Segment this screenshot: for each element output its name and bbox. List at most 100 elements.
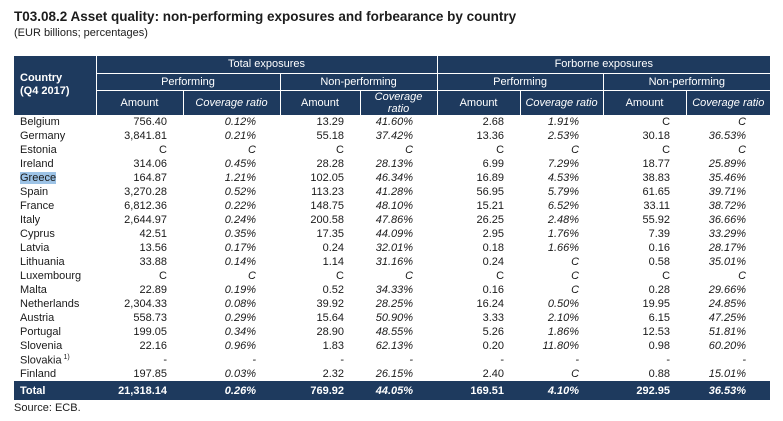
cell-country: Cyprus — [20, 228, 55, 240]
cell-amount: 0.24 — [482, 256, 505, 268]
cell-country: Slovakia 1) — [20, 353, 70, 367]
cell-coverage-ratio: 6.52% — [547, 200, 580, 212]
cell-coverage-ratio: 25.89% — [708, 158, 747, 170]
cell-coverage-ratio: 15.01% — [708, 368, 747, 380]
cell-country: Finland — [20, 368, 57, 380]
table-row: Cyprus 42.51 0.35% 17.35 44.09% 2.95 1.76% 7.39… — [14, 227, 770, 241]
header-col-amount: Amount — [436, 89, 521, 116]
cell-amount: 0.58 — [648, 256, 671, 268]
cell-coverage-ratio: 50.90% — [375, 312, 414, 324]
cell-coverage-ratio: - — [409, 354, 414, 366]
cell-amount: 0.20 — [482, 340, 505, 352]
cell-coverage-ratio: 7.29% — [547, 158, 580, 170]
total-value: 44.05% — [360, 381, 438, 400]
cell-country: Germany — [20, 130, 66, 142]
cell-coverage-ratio: 1.76% — [547, 228, 580, 240]
cell-amount: 197.85 — [133, 368, 167, 380]
cell-coverage-ratio: 4.53% — [547, 172, 580, 184]
cell-amount: 2.32 — [322, 368, 344, 380]
cell-country: Netherlands — [20, 298, 80, 310]
cell-coverage-ratio: 0.21% — [224, 130, 256, 142]
table-row: France 6,812.36 0.22% 148.75 48.10% 15.21 6.52… — [14, 199, 770, 213]
cell-coverage-ratio: 0.96% — [224, 340, 256, 352]
cell-coverage-ratio: 31.16% — [375, 256, 414, 268]
cell-amount: 2.95 — [482, 228, 505, 240]
cell-amount: - — [666, 354, 671, 366]
npl-forbearance-table: Country (Q4 2017) Total exposures Forbor… — [14, 56, 771, 400]
header-col-amount: Amount — [279, 89, 361, 116]
cell-coverage-ratio: 1.86% — [547, 326, 580, 338]
table-row: Spain 3,270.28 0.52% 113.23 41.28% 56.95 5.79%… — [14, 185, 770, 199]
cell-amount: 756.40 — [133, 116, 167, 129]
cell-coverage-ratio: C — [248, 270, 256, 282]
cell-amount: 22.89 — [139, 284, 167, 296]
table-row: Slovakia 1) - - - - - - - - — [14, 353, 770, 367]
cell-amount: 314.06 — [133, 158, 167, 170]
cell-amount: 15.21 — [476, 200, 505, 212]
cell-amount: 15.64 — [316, 312, 344, 324]
table-row: Finland 197.85 0.03% 2.32 26.15% 2.40 C 0.88 15.… — [14, 367, 770, 381]
total-label: Total — [14, 381, 96, 400]
cell-country: Slovenia — [20, 340, 63, 352]
cell-amount: 28.28 — [316, 158, 344, 170]
cell-coverage-ratio: 34.33% — [375, 284, 414, 296]
cell-coverage-ratio: 5.79% — [547, 186, 580, 198]
cell-amount: C — [159, 270, 167, 282]
cell-amount: 16.24 — [476, 298, 505, 310]
table-body: Belgium 756.40 0.12% 13.29 41.60% 2.68 1.91% C C… — [14, 115, 770, 381]
cell-coverage-ratio: 35.01% — [708, 256, 747, 268]
cell-coverage-ratio: 11.80% — [542, 340, 580, 352]
cell-coverage-ratio: 1.21% — [224, 172, 256, 184]
cell-amount: 13.36 — [476, 130, 505, 142]
cell-amount: 113.23 — [311, 186, 344, 198]
cell-amount: 19.95 — [642, 298, 671, 310]
cell-amount: 2,644.97 — [124, 214, 167, 226]
header-country-line1: Country — [20, 72, 63, 85]
cell-coverage-ratio: 0.19% — [224, 284, 256, 296]
cell-coverage-ratio: 0.52% — [224, 186, 256, 198]
cell-amount: 2,304.33 — [124, 298, 167, 310]
cell-amount: 148.75 — [310, 200, 344, 212]
cell-coverage-ratio: 0.35% — [224, 228, 256, 240]
cell-country: Latvia — [20, 242, 50, 254]
cell-coverage-ratio: C — [405, 144, 414, 156]
cell-amount: 0.16 — [648, 242, 671, 254]
cell-amount: 6,812.36 — [124, 200, 167, 212]
cell-amount: 0.98 — [648, 340, 671, 352]
cell-amount: 38.83 — [642, 172, 671, 184]
cell-coverage-ratio: 38.72% — [708, 200, 747, 212]
cell-amount: C — [336, 144, 344, 156]
header-country-line2: (Q4 2017) — [20, 85, 70, 98]
cell-amount: 61.65 — [642, 186, 671, 198]
cell-coverage-ratio: 39.71% — [708, 186, 747, 198]
cell-amount: 558.73 — [133, 312, 167, 324]
cell-coverage-ratio: - — [575, 354, 580, 366]
header-col-coverage-ratio: Coverage ratio — [359, 89, 438, 116]
cell-coverage-ratio: 35.46% — [708, 172, 747, 184]
cell-amount: 0.24 — [322, 242, 344, 254]
cell-amount: 2.68 — [482, 116, 505, 129]
header-col-amount: Amount — [96, 89, 184, 116]
cell-coverage-ratio: - — [252, 354, 256, 366]
cell-amount: 12.53 — [642, 326, 671, 338]
table-row: Belgium 756.40 0.12% 13.29 41.60% 2.68 1.91% C C — [14, 115, 770, 129]
table-row: Lithuania 33.88 0.14% 1.14 31.16% 0.24 C 0.58 35… — [14, 255, 770, 269]
cell-amount: 30.18 — [642, 130, 671, 142]
cell-coverage-ratio: 0.08% — [224, 298, 256, 310]
cell-coverage-ratio: C — [571, 284, 580, 296]
cell-coverage-ratio: C — [571, 144, 580, 156]
cell-coverage-ratio: 0.12% — [224, 116, 256, 129]
cell-coverage-ratio: 28.17% — [708, 242, 747, 254]
cell-coverage-ratio: 0.45% — [224, 158, 256, 170]
cell-amount: 3,841.81 — [124, 130, 167, 142]
cell-amount: 7.39 — [648, 228, 671, 240]
cell-coverage-ratio: 0.29% — [224, 312, 256, 324]
table-row: Slovenia 22.16 0.96% 1.83 62.13% 0.20 11.80% 0.… — [14, 339, 770, 353]
total-value: 36.53% — [686, 381, 771, 400]
cell-coverage-ratio: 47.25% — [708, 312, 747, 324]
cell-amount: 102.05 — [310, 172, 344, 184]
cell-coverage-ratio: 1.66% — [547, 242, 580, 254]
cell-amount: 0.52 — [322, 284, 344, 296]
cell-amount: C — [496, 270, 505, 282]
cell-amount: C — [496, 144, 505, 156]
